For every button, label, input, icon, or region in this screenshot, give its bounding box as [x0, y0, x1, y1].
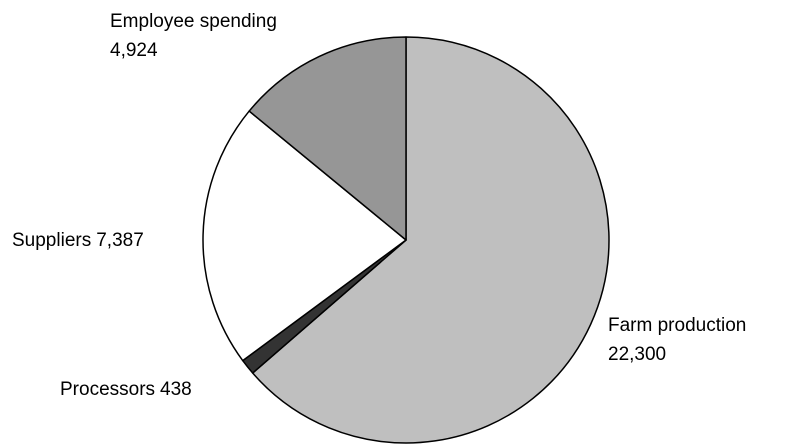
value-label: 4,924 [110, 40, 158, 61]
value-label: 22,300 [608, 344, 666, 365]
category-label: Farm production [608, 315, 746, 336]
pie-slice [248, 36, 407, 241]
value-label: 438 [160, 379, 192, 400]
pie-slice [202, 110, 407, 362]
category-label: Employee spending [110, 11, 277, 32]
slice-label: Employee spending 4,924 [110, 11, 277, 61]
value-label: 7,387 [96, 230, 144, 251]
category-label: Processors [60, 379, 155, 400]
slice-label: Suppliers 7,387 [12, 230, 144, 251]
category-label: Suppliers [12, 230, 91, 251]
pie-slice [251, 36, 610, 444]
slice-label: Processors 438 [60, 379, 192, 400]
slice-label: Farm production 22,300 [608, 315, 746, 365]
